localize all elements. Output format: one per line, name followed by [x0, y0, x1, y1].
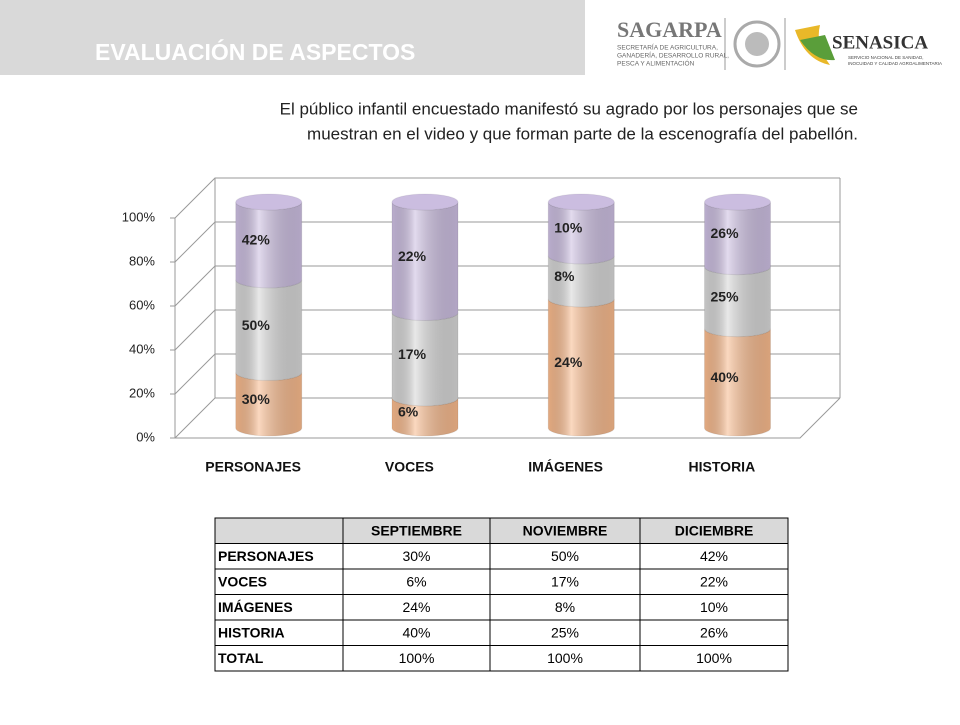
y-tick-label: 20% [129, 385, 155, 400]
bar-shine [548, 255, 615, 307]
grid-line [174, 265, 840, 307]
data-label: 24% [554, 354, 583, 370]
table-cell: 100% [696, 650, 732, 666]
bar-shine [548, 298, 615, 436]
column-header: SEPTIEMBRE [371, 522, 462, 538]
x-tick-label: IMÁGENES [528, 459, 603, 475]
x-tick-label: VOCES [385, 459, 434, 475]
table-cell: 6% [406, 573, 426, 589]
bar-shine [392, 202, 458, 321]
data-label: 22% [398, 248, 427, 264]
grid-line [174, 309, 840, 351]
bar-shine [392, 312, 458, 406]
grid-line [174, 177, 840, 219]
table-cell: 26% [700, 624, 728, 640]
row-header: TOTAL [218, 650, 264, 666]
bar-shine [704, 202, 771, 275]
y-tick-label: 100% [122, 209, 156, 224]
bar-shine [704, 266, 771, 337]
bar-shine [548, 202, 615, 264]
logo-leaf [800, 35, 835, 61]
bar-shine [235, 372, 302, 436]
table-cell: 40% [402, 624, 430, 640]
x-tick-label: PERSONAJES [205, 459, 301, 475]
table-cell: 25% [551, 624, 579, 640]
logo-text: SAGARPA [617, 17, 722, 42]
y-tick-label: 80% [129, 253, 155, 268]
table-cell: 10% [700, 599, 728, 615]
row-header: VOCES [218, 573, 267, 589]
subtitle-line: muestran en el video y que forman parte … [307, 124, 858, 143]
logo-sub: SECRETARÍA DE AGRICULTURA, [617, 43, 718, 52]
y-tick-label: 60% [129, 297, 155, 312]
table-cell: 22% [700, 573, 728, 589]
grid-line [174, 221, 840, 263]
subtitle-line: El público infantil encuestado manifestó… [280, 99, 858, 118]
column-header: DICIEMBRE [675, 522, 754, 538]
data-label: 25% [711, 288, 740, 304]
data-label: 50% [242, 317, 271, 333]
bar-cap [391, 193, 459, 211]
floor-edge [175, 397, 841, 439]
table-cell: 42% [700, 548, 728, 564]
bar-cap [704, 193, 771, 211]
slide-title: EVALUACIÓN DE ASPECTOS [95, 38, 415, 65]
data-label: 17% [398, 346, 427, 362]
table-cell: 100% [399, 650, 435, 666]
grid-line [174, 353, 840, 395]
title-band [0, 0, 585, 75]
table-cell: 50% [551, 548, 579, 564]
table-cell: 17% [551, 573, 579, 589]
data-label: 40% [711, 369, 740, 385]
table-cell: 24% [402, 599, 430, 615]
data-label: 26% [711, 225, 740, 241]
bar-cap [547, 193, 615, 211]
logos: SAGARPA SECRETARÍA DE AGRICULTURA, GANAD… [617, 17, 942, 70]
bar-shine [704, 328, 771, 436]
seal [733, 20, 781, 68]
logo-sub: INOCUIDAD Y CALIDAD AGROALIMENTARIA [848, 61, 942, 66]
y-tick-label: 0% [136, 429, 155, 444]
bar-cap [235, 193, 303, 211]
table-cell: 30% [402, 548, 430, 564]
grid-line [174, 397, 840, 439]
column-header: NOVIEMBRE [523, 522, 608, 538]
bar-shine [392, 397, 458, 436]
logo-sub: SERVICIO NACIONAL DE SANIDAD, [848, 55, 924, 60]
seal [745, 32, 769, 56]
data-label: 6% [398, 404, 419, 420]
table-header-bg [215, 518, 788, 544]
bar-shine [235, 279, 302, 381]
table-cell: 100% [547, 650, 583, 666]
bar-shine [235, 202, 302, 288]
logo-text: SENASICA [832, 32, 928, 53]
logo-sub: PESCA Y ALIMENTACIÓN [617, 59, 695, 68]
logo-sub: GANADERÍA, DESARROLLO RURAL, [617, 51, 729, 60]
data-label: 10% [554, 220, 583, 236]
row-header: IMÁGENES [218, 599, 293, 615]
table-cell: 8% [555, 599, 575, 615]
data-label: 42% [242, 232, 271, 248]
data-label: 8% [554, 268, 575, 284]
row-header: PERSONAJES [218, 548, 314, 564]
data-label: 30% [242, 391, 271, 407]
row-header: HISTORIA [218, 624, 285, 640]
x-tick-label: HISTORIA [689, 459, 756, 475]
y-tick-label: 40% [129, 341, 155, 356]
